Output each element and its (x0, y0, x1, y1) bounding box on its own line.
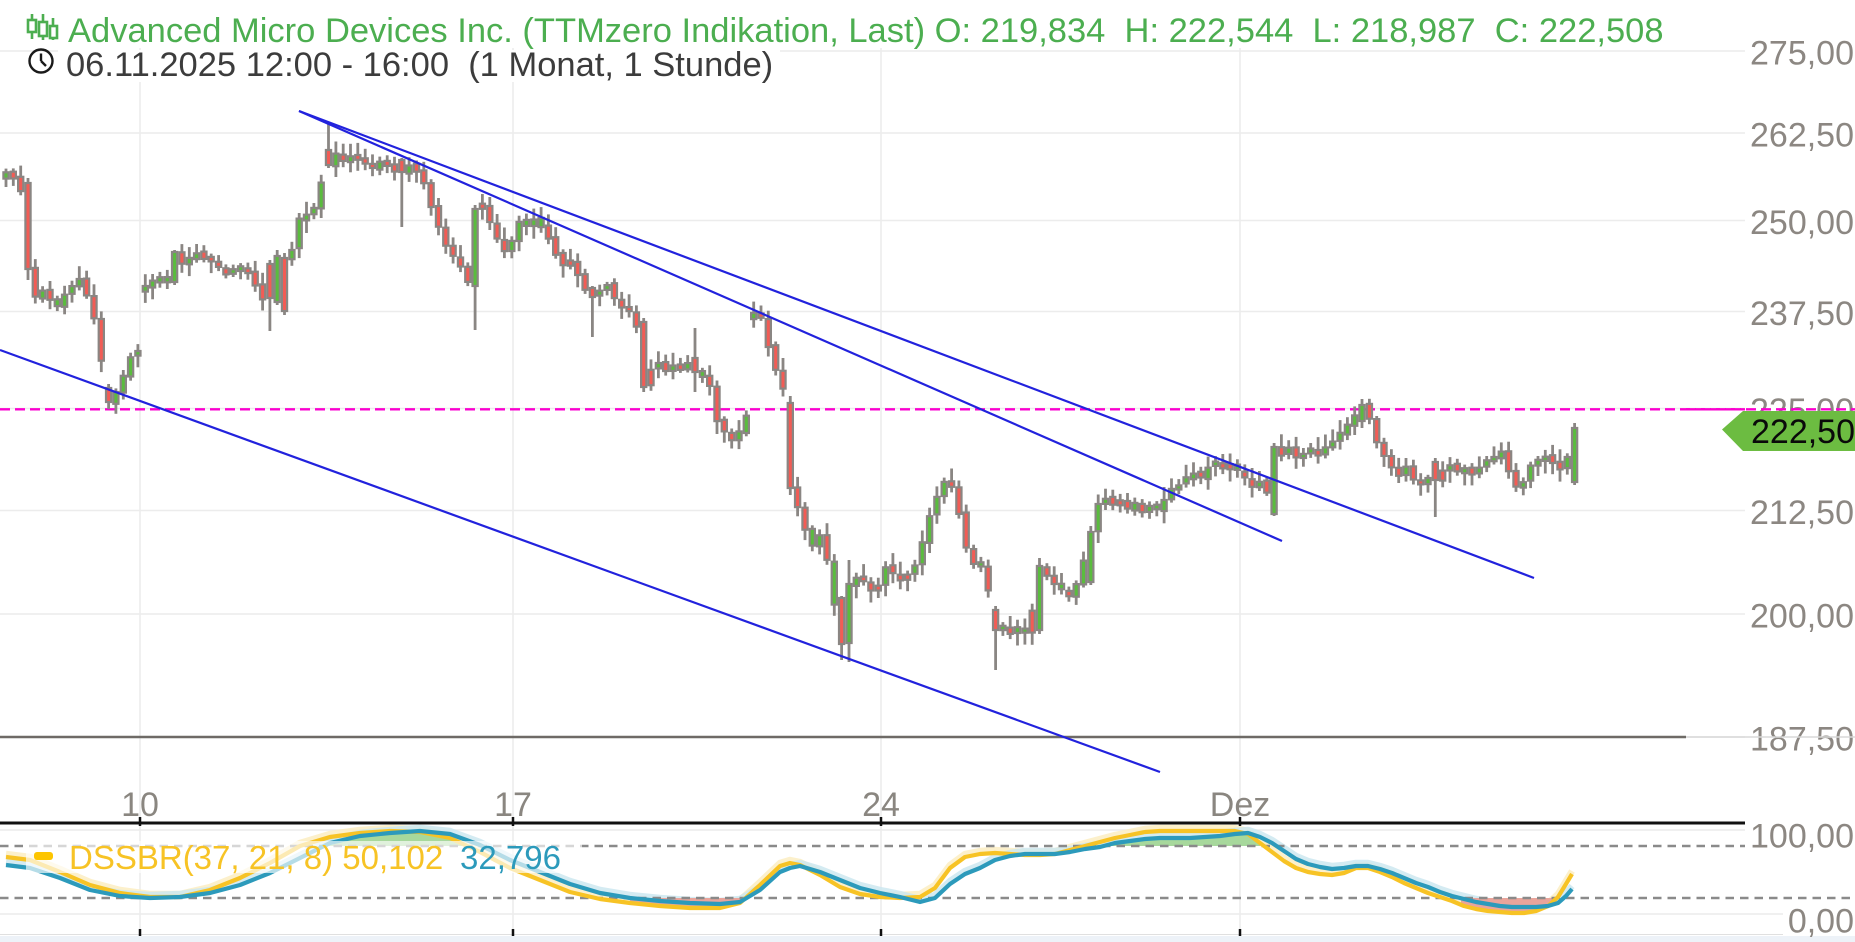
svg-text:Dez: Dez (1210, 786, 1270, 824)
svg-text:275,00: 275,00 (1750, 35, 1854, 73)
svg-text:Advanced Micro Devices Inc. (T: Advanced Micro Devices Inc. (TTMzero Ind… (68, 12, 1664, 50)
svg-text:10: 10 (121, 786, 159, 824)
svg-text:237,50: 237,50 (1750, 295, 1854, 333)
svg-text:32,796: 32,796 (460, 839, 561, 876)
svg-text:17: 17 (494, 786, 532, 824)
svg-text:250,00: 250,00 (1750, 204, 1854, 242)
svg-text:212,50: 212,50 (1750, 494, 1854, 532)
svg-text:222,50: 222,50 (1751, 413, 1855, 451)
svg-text:DSSBR(37, 21, 8) 50,102: DSSBR(37, 21, 8) 50,102 (69, 839, 443, 876)
svg-text:06.11.2025 12:00 - 16:00 (1 M: 06.11.2025 12:00 - 16:00 (1 Monat, 1 Stu… (66, 46, 773, 84)
svg-text:0,00: 0,00 (1788, 903, 1854, 941)
svg-text:200,00: 200,00 (1750, 598, 1854, 636)
svg-text:24: 24 (862, 786, 900, 824)
svg-text:187,50: 187,50 (1750, 721, 1854, 759)
svg-text:262,50: 262,50 (1750, 117, 1854, 155)
svg-text:100,00: 100,00 (1750, 818, 1854, 856)
